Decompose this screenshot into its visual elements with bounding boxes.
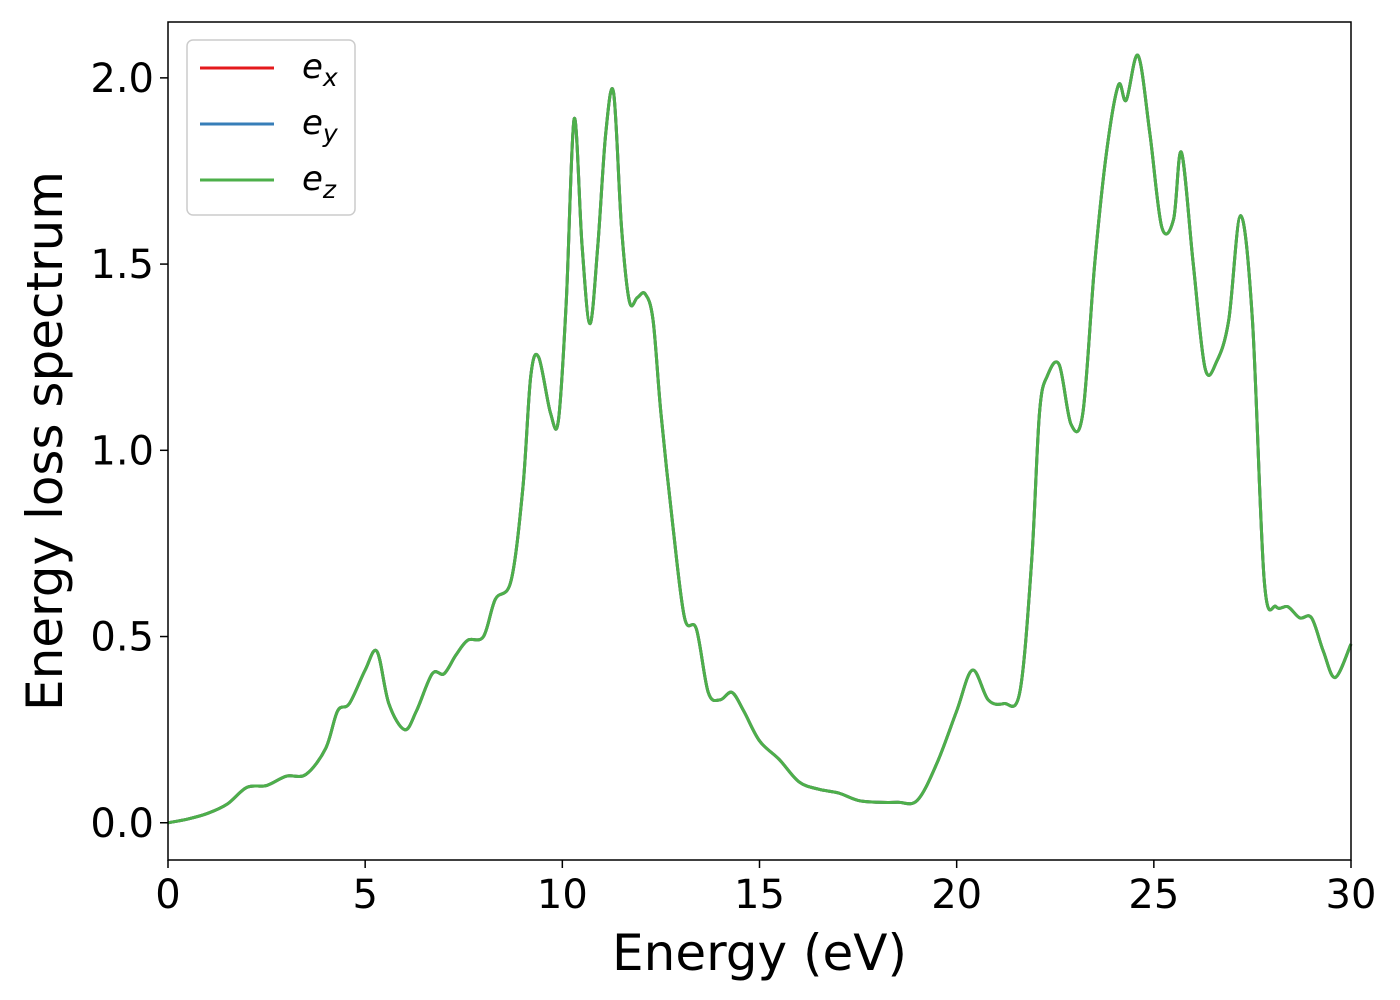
series-layer xyxy=(167,54,1353,825)
x-axis-label: Energy (eV) xyxy=(612,924,907,982)
y-axis-label: Energy loss spectrum xyxy=(16,171,74,711)
x-tick-label: 20 xyxy=(931,872,982,918)
x-tick-label: 10 xyxy=(537,872,588,918)
legend-label-e-x: ex xyxy=(302,47,338,92)
y-tick-label: 1.0 xyxy=(90,428,154,474)
series-line-e-z xyxy=(167,54,1353,825)
y-tick-label: 0.0 xyxy=(90,801,154,847)
y-axis-ticks: 0.0 0.5 1.0 1.5 2.0 xyxy=(90,56,168,847)
x-tick-label: 0 xyxy=(155,872,180,918)
legend-label-e-z: ez xyxy=(302,159,337,204)
legend-box xyxy=(186,39,356,216)
x-axis-ticks: 0 5 10 15 20 25 30 xyxy=(155,860,1376,918)
y-tick-label: 0.5 xyxy=(90,615,154,661)
y-tick-label: 2.0 xyxy=(90,56,154,102)
x-tick-label: 30 xyxy=(1326,872,1377,918)
x-tick-label: 5 xyxy=(352,872,377,918)
x-tick-label: 15 xyxy=(734,872,785,918)
legend-label-e-y: ey xyxy=(302,103,339,148)
y-tick-label: 1.5 xyxy=(90,242,154,288)
legend: ex ey ez xyxy=(186,39,356,216)
x-tick-label: 25 xyxy=(1128,872,1179,918)
